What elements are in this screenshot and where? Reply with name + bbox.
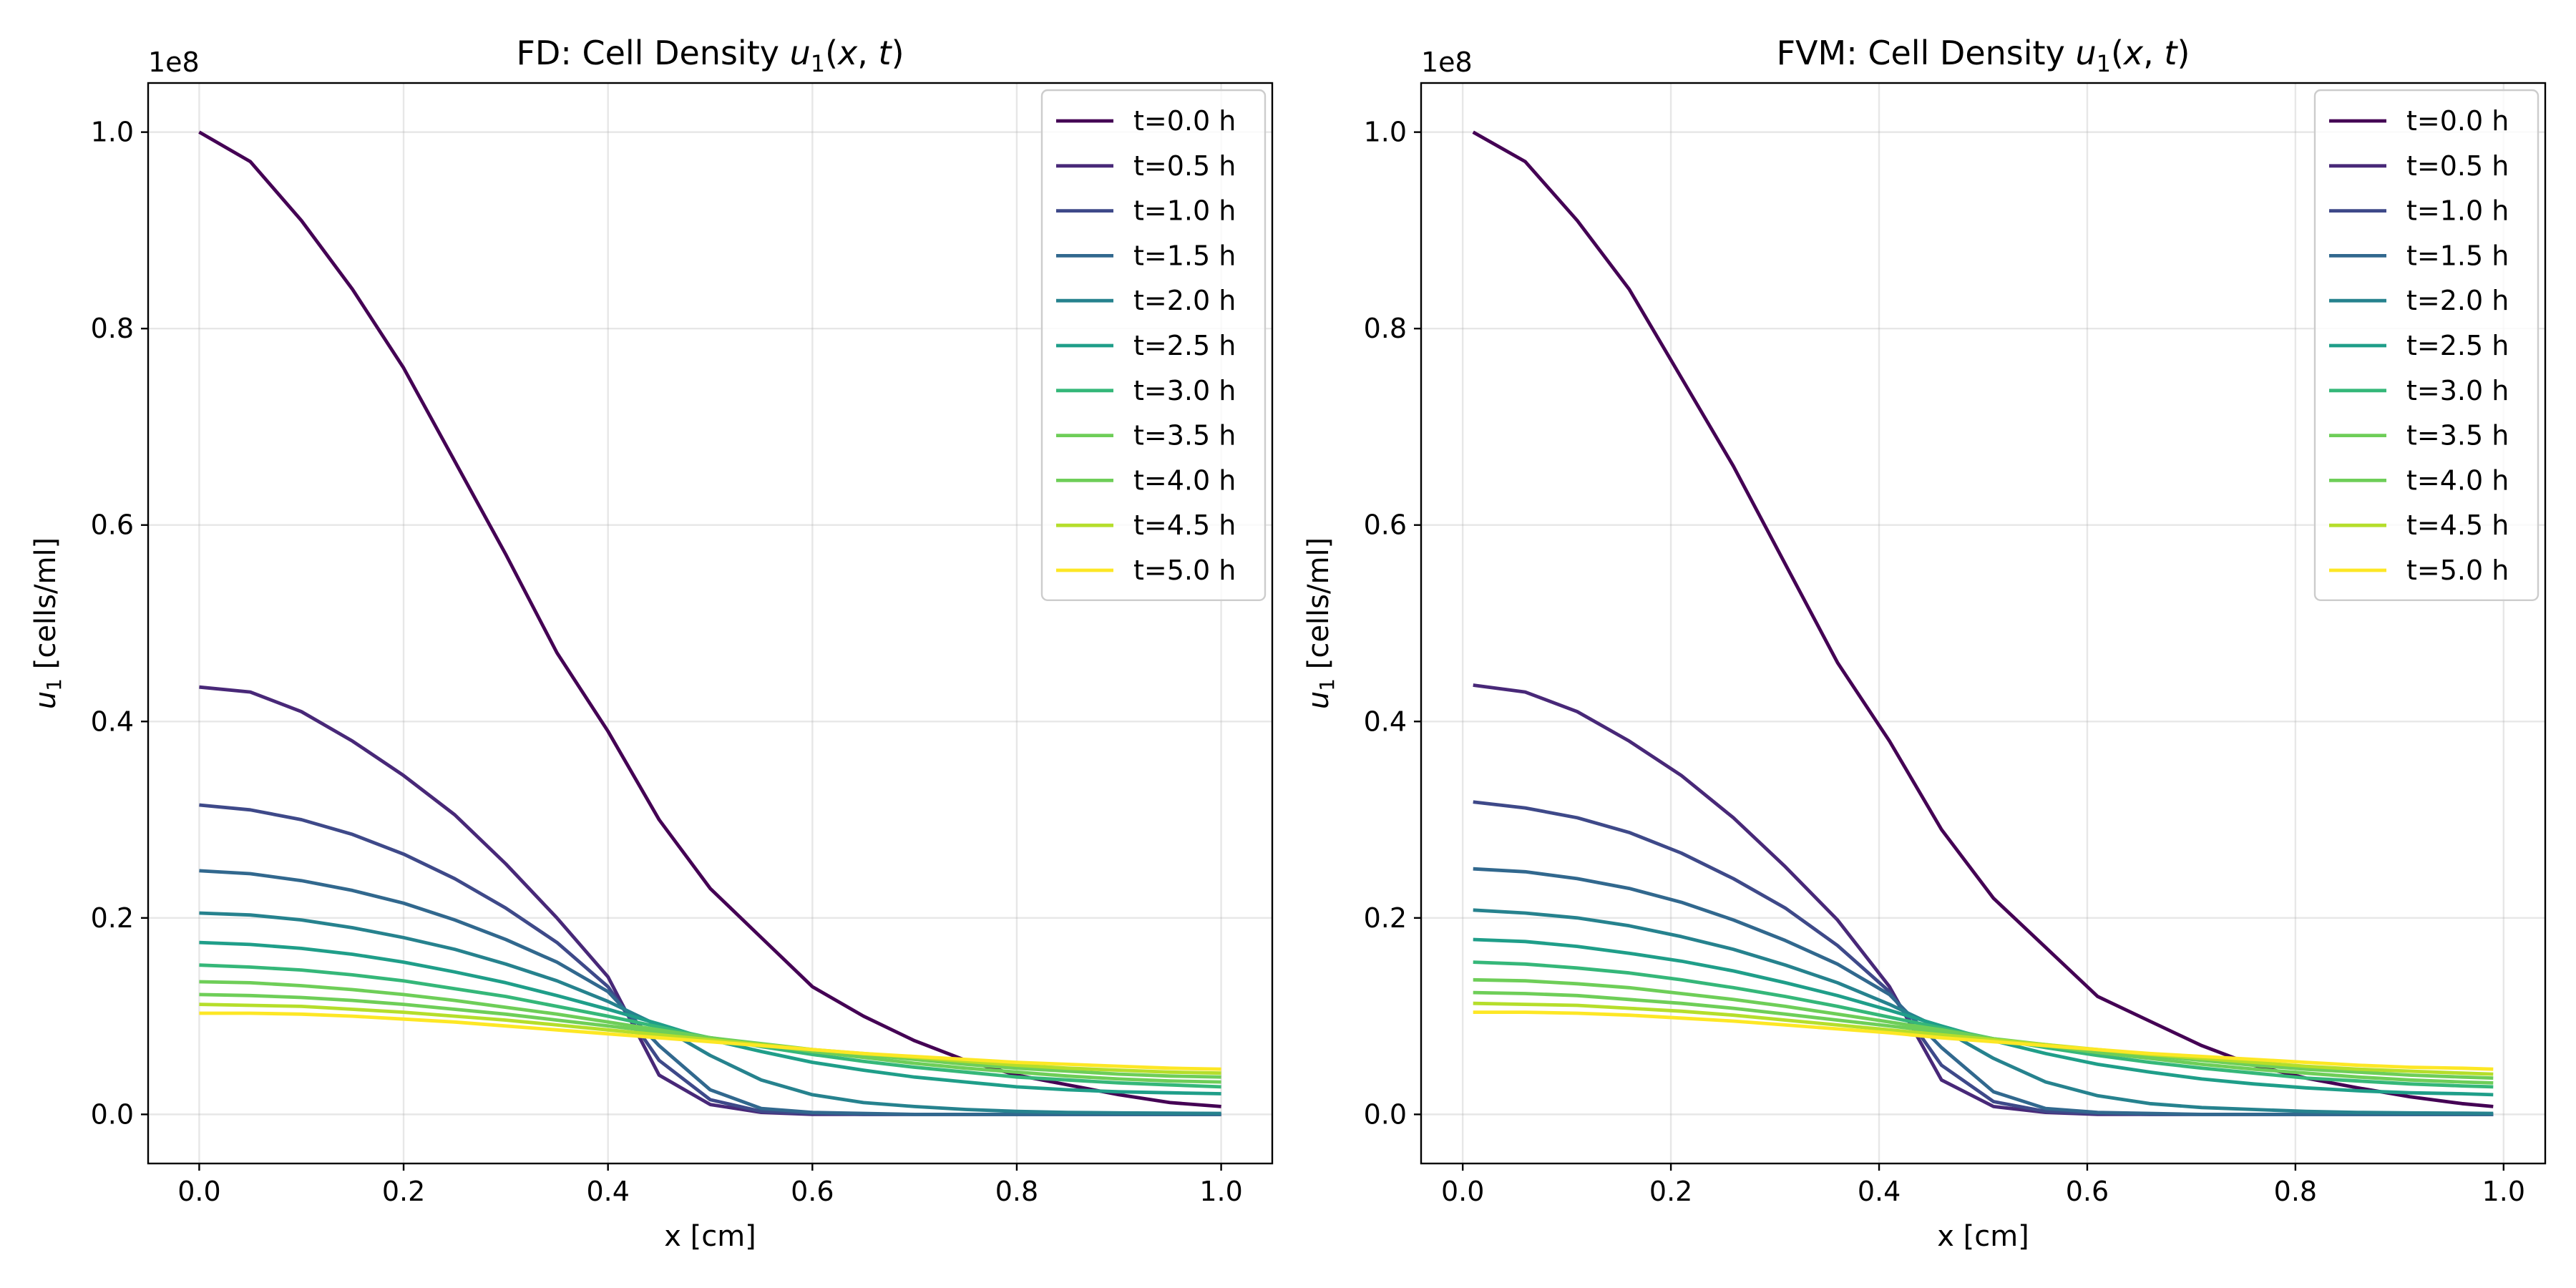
y-tick-label: 0.6	[1364, 509, 1407, 541]
legend: t=0.0 h t=0.5 h t=1.0 h t=1.5 h t=2.0 h t=2.5…	[2313, 89, 2540, 601]
legend-label: t=0.5 h	[1133, 150, 1236, 182]
chart-panel-1: 0.0 0.2 0.4 0.6 0.8 1.0 0.0 0.2 0.4 0.6 0.8 1.0 1e8 F…	[29, 34, 1274, 1253]
y-tick-label: 0.0	[91, 1098, 134, 1130]
legend-label: t=5.0 h	[1133, 555, 1236, 586]
series-line-t0-5h	[1473, 683, 2494, 1116]
series-line-t1-5h	[1473, 867, 2494, 1116]
legend-label: t=4.5 h	[2406, 509, 2509, 541]
x-tick-label: 0.0	[1441, 1176, 1484, 1207]
legend: t=0.0 h t=0.5 h t=1.0 h t=1.5 h t=2.0 h t=2.5…	[1040, 89, 1267, 601]
plot-frame	[1420, 82, 2547, 1165]
x-tick-label: 0.4	[1858, 1176, 1901, 1207]
y-tick-label: 1.0	[91, 117, 134, 148]
legend-label: t=4.0 h	[1133, 464, 1236, 496]
legend-label: t=1.0 h	[2406, 195, 2509, 227]
y-tick-label: 0.6	[91, 509, 134, 541]
y-tick-label: 0.8	[1364, 313, 1407, 344]
plot-frame	[147, 82, 1274, 1165]
y-offset-text: 1e8	[1421, 47, 1473, 78]
legend-box	[2313, 89, 2540, 601]
x-tick-label: 1.0	[2482, 1176, 2525, 1207]
legend-label: t=3.5 h	[1133, 420, 1236, 452]
x-tick-label: 1.0	[1199, 1176, 1242, 1207]
y-axis-label: u1 [cells/ml]	[1302, 537, 1339, 709]
x-tick-label: 0.0	[177, 1176, 220, 1207]
y-tick-label: 0.0	[1364, 1098, 1407, 1130]
y-tick-label: 0.2	[1364, 902, 1407, 934]
x-tick-label: 0.8	[995, 1176, 1038, 1207]
chart-title: FD: Cell Density u1(x, t)	[516, 34, 904, 77]
x-tick-label: 0.2	[1649, 1176, 1692, 1207]
series-lines	[1472, 130, 2494, 1116]
legend-label: t=2.0 h	[2406, 285, 2509, 316]
legend-label: t=1.5 h	[2406, 240, 2509, 271]
legend-label: t=1.0 h	[1133, 195, 1236, 227]
series-line-t1-5h	[199, 869, 1221, 1116]
y-tick-label: 0.2	[91, 902, 134, 934]
y-tick-label: 1.0	[1364, 117, 1407, 148]
x-tick-label: 0.6	[2066, 1176, 2109, 1207]
legend-label: t=1.5 h	[1133, 240, 1236, 271]
legend-label: t=4.0 h	[2406, 464, 2509, 496]
legend-label: t=0.5 h	[2406, 150, 2509, 182]
series-line-t0-0h	[198, 130, 1221, 1108]
legend-label: t=2.0 h	[1133, 285, 1236, 316]
legend-label: t=3.0 h	[2406, 375, 2509, 406]
legend-label: t=5.0 h	[2406, 555, 2509, 586]
legend-box	[1040, 89, 1267, 601]
series-lines	[198, 130, 1221, 1116]
series-line-t5-0h	[1473, 1010, 2494, 1071]
legend-label: t=0.0 h	[1133, 105, 1236, 137]
chart-panel-2: 0.0 0.2 0.4 0.6 0.8 1.0 0.0 0.2 0.4 0.6 0.8 1.0 1e8 F…	[1302, 34, 2547, 1253]
series-line-t4-0h	[199, 992, 1221, 1079]
legend-label: t=2.5 h	[1133, 330, 1236, 361]
legend-label: t=0.0 h	[2406, 105, 2509, 137]
x-axis-label: x [cm]	[664, 1220, 756, 1253]
series-line-t2-0h	[199, 911, 1221, 1116]
x-axis-label: x [cm]	[1937, 1220, 2029, 1253]
legend-label: t=3.0 h	[1133, 375, 1236, 406]
legend-label: t=2.5 h	[2406, 330, 2509, 361]
x-tick-label: 0.8	[2274, 1176, 2317, 1207]
y-offset-text: 1e8	[148, 47, 200, 78]
series-line-t5-0h	[199, 1011, 1221, 1071]
y-tick-label: 0.4	[1364, 706, 1407, 737]
y-tick-label: 0.4	[91, 706, 134, 737]
y-tick-label: 0.8	[91, 313, 134, 344]
x-tick-label: 0.4	[586, 1176, 629, 1207]
x-tick-label: 0.2	[382, 1176, 425, 1207]
chart-title: FVM: Cell Density u1(x, t)	[1777, 34, 2190, 77]
legend-label: t=3.5 h	[2406, 420, 2509, 452]
y-axis-label: u1 [cells/ml]	[29, 537, 66, 709]
series-line-t2-0h	[1473, 908, 2494, 1116]
series-line-t4-5h	[199, 1002, 1221, 1075]
series-line-t0-0h	[1472, 130, 2494, 1108]
series-line-t0-5h	[199, 685, 1221, 1116]
legend-label: t=4.5 h	[1133, 509, 1236, 541]
x-tick-label: 0.6	[791, 1176, 834, 1207]
series-line-t4-5h	[1473, 1001, 2494, 1076]
